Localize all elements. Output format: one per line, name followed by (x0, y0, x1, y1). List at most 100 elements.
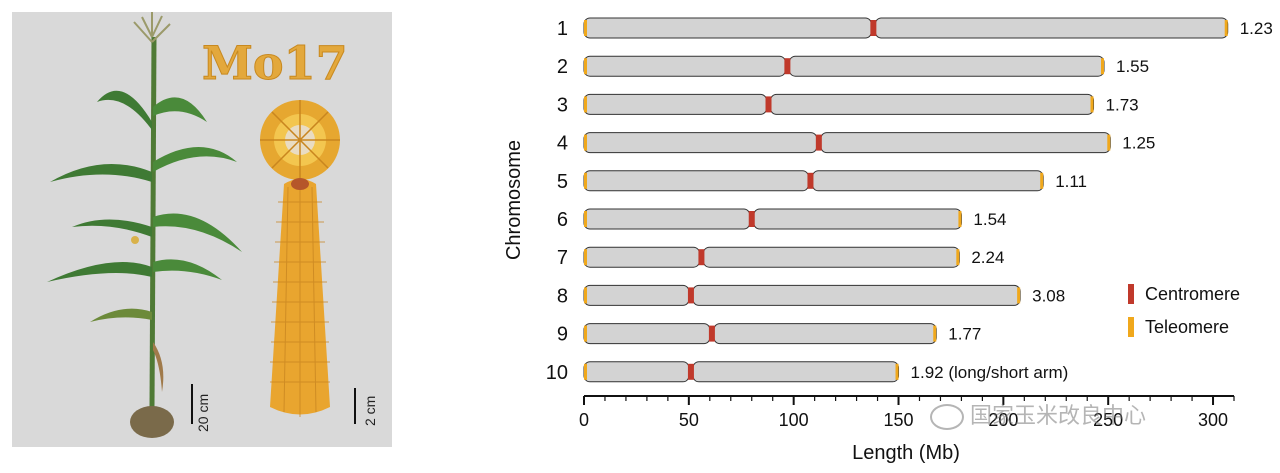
long-arm (713, 323, 937, 345)
centromere-mark (687, 363, 694, 380)
centromere-mark (708, 325, 715, 342)
long-arm (702, 246, 960, 268)
chromosome-5: 5 1.11 (557, 170, 1087, 193)
x-tick-label: 200 (988, 410, 1018, 430)
plant-scale-label: 20 cm (195, 394, 211, 432)
centromere-mark (870, 20, 877, 36)
centromere-mark (698, 249, 705, 266)
short-arm (583, 17, 872, 39)
arm-ratio-label: 1.77 (948, 325, 981, 344)
telomere-start (584, 134, 587, 151)
long-arm (811, 170, 1044, 192)
arm-ratio-label: 1.73 (1106, 95, 1139, 114)
arm-ratio-label: 1.55 (1116, 57, 1149, 76)
legend-label: Centromere (1145, 284, 1240, 304)
long-arm (788, 55, 1105, 77)
chromosome-label: 9 (557, 324, 568, 346)
centromere-mark (784, 58, 791, 75)
chromosome-bars: 1 1.232 1.553 1.734 1.255 1.116 1.547 2.248 3.08… (546, 17, 1273, 384)
chromosome-2: 2 1.55 (557, 55, 1149, 78)
x-tick-label: 50 (679, 410, 699, 430)
arm-ratio-label: 3.08 (1032, 286, 1065, 305)
long-arm (874, 17, 1229, 39)
telomere-end (1107, 134, 1111, 151)
long-arm (692, 284, 1021, 306)
telomere-end (958, 211, 962, 227)
arm-ratio-label: 1.92 (long/short arm) (911, 363, 1069, 382)
x-tick-label: 100 (779, 410, 809, 430)
chromosome-label: 6 (557, 209, 568, 231)
centromere-mark (815, 134, 822, 151)
chromosome-8: 8 3.08 (557, 284, 1065, 307)
x-tick-label: 300 (1198, 410, 1228, 430)
telomere-end (1017, 287, 1021, 304)
x-axis: 0 50 100 150 200 250 300 (579, 395, 1235, 430)
chromosome-label: 4 (557, 133, 568, 155)
centromere-mark (687, 287, 694, 304)
chromosome-4: 4 1.25 (557, 132, 1155, 155)
x-tick-label: 0 (579, 410, 589, 430)
legend: Centromere Teleomere (1128, 284, 1240, 337)
telomere-end (1040, 172, 1044, 189)
chromosome-label: 7 (557, 247, 568, 269)
x-tick-label: 250 (1093, 410, 1123, 430)
watermark: 国家玉米改良中心 (930, 398, 1146, 430)
short-arm (583, 284, 690, 306)
short-arm (583, 323, 711, 345)
chromosome-label: 2 (557, 56, 568, 78)
short-arm (583, 170, 809, 192)
centromere-mark (765, 96, 772, 113)
telomere-start (584, 96, 587, 113)
telomere-end (933, 325, 937, 342)
chromosome-label: 8 (557, 285, 568, 307)
long-arm (692, 361, 900, 383)
legend-swatch (1128, 284, 1134, 304)
short-arm (583, 132, 818, 154)
y-axis-title: Chromosome (503, 140, 525, 260)
arm-ratio-label: 1.25 (1122, 134, 1155, 153)
short-arm (583, 361, 690, 383)
arm-ratio-label: 1.54 (973, 210, 1006, 229)
telomere-end (956, 249, 960, 266)
telomere-start (584, 20, 587, 36)
chromosome-9: 9 1.77 (557, 323, 981, 346)
chromosome-chart: 1 1.232 1.553 1.734 1.255 1.116 1.547 2.248 3.08… (503, 17, 1273, 464)
chromosome-6: 6 1.54 (557, 208, 1007, 231)
telomere-end (1224, 20, 1228, 36)
chromosome-label: 5 (557, 171, 568, 193)
maize-plant (47, 12, 242, 438)
telomere-end (895, 363, 899, 380)
photo-title: Mo17 (202, 36, 348, 90)
watermark-text: 国家玉米改良中心 (970, 404, 1147, 429)
photo-panel: Mo17 20 cm (12, 12, 392, 447)
long-arm (820, 132, 1111, 154)
chromosome-7: 7 2.24 (557, 246, 1004, 269)
arm-ratio-label: 1.11 (1055, 172, 1087, 191)
maize-illustration: Mo17 20 cm (47, 12, 378, 438)
chromosome-label: 10 (546, 362, 568, 384)
ear-scale-label: 2 cm (362, 396, 378, 426)
chromosome-label: 3 (557, 94, 568, 116)
long-arm (753, 208, 962, 230)
arm-ratio-label: 1.23 (1240, 19, 1273, 38)
centromere-mark (807, 172, 814, 189)
telomere-start (584, 58, 587, 75)
telomere-start (584, 172, 587, 189)
chromosome-label: 1 (557, 18, 568, 40)
telomere-start (584, 325, 587, 342)
plant-scale-bar: 20 cm (191, 384, 211, 432)
arm-ratio-label: 2.24 (971, 248, 1004, 267)
telomere-end (1101, 58, 1104, 75)
short-arm (583, 55, 786, 77)
short-arm (583, 246, 700, 268)
ear-cross-section (260, 100, 340, 180)
ear-scale-bar: 2 cm (354, 388, 378, 426)
x-axis-title: Length (Mb) (852, 442, 960, 464)
telomere-start (584, 287, 587, 304)
wechat-icon (930, 404, 964, 430)
centromere-mark (748, 211, 755, 227)
telomere-end (1090, 96, 1094, 113)
corn-ear (270, 178, 330, 417)
x-tick-label: 150 (883, 410, 913, 430)
chromosome-1: 1 1.23 (557, 17, 1273, 40)
